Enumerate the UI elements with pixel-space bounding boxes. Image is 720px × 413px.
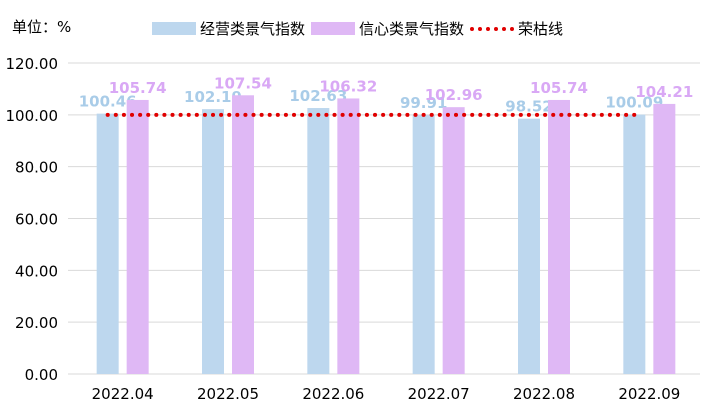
- legend-item-business: 经营类景气指数: [152, 18, 305, 39]
- data-label-confidence: 106.32: [319, 77, 377, 95]
- bar-confidence: [653, 103, 676, 374]
- data-label-confidence: 105.74: [530, 79, 588, 97]
- data-label-business: 98.52: [505, 98, 552, 116]
- legend-label-threshold: 荣枯线: [518, 20, 564, 38]
- data-label-confidence: 105.74: [109, 79, 167, 97]
- data-label-business: 102.63: [289, 87, 347, 105]
- bar-confidence: [126, 99, 149, 375]
- legend-swatch-threshold: [470, 22, 515, 35]
- y-tick-label: 120.00: [6, 55, 59, 73]
- bar-business: [202, 109, 224, 374]
- bar-confidence: [337, 98, 360, 374]
- data-label-business: 99.91: [400, 94, 447, 112]
- y-tick-label: 100.00: [6, 107, 59, 125]
- x-tick-label: 2022.07: [408, 385, 470, 403]
- legend-item-confidence: 信心类景气指数: [311, 18, 464, 39]
- bar-business: [307, 108, 330, 375]
- bar-business: [518, 118, 540, 374]
- x-tick-label: 2022.09: [618, 385, 680, 403]
- y-tick-label: 60.00: [15, 211, 58, 229]
- legend: 经营类景气指数 信心类景气指数 荣枯线: [152, 18, 569, 39]
- y-tick-label: 0.00: [25, 366, 58, 384]
- data-label-confidence: 104.21: [635, 83, 693, 101]
- data-label-confidence: 102.96: [425, 86, 483, 104]
- bar-business: [623, 114, 646, 374]
- x-tick-label: 2022.06: [302, 385, 364, 403]
- legend-swatch-business: [152, 22, 196, 35]
- data-label-business: 100.09: [605, 94, 663, 112]
- x-tick-label: 2022.05: [197, 385, 259, 403]
- unit-label: 单位：%: [12, 18, 72, 36]
- y-tick-label: 20.00: [15, 314, 58, 332]
- bar-confidence: [442, 107, 465, 375]
- legend-label-confidence: 信心类景气指数: [359, 20, 465, 38]
- data-label-confidence: 107.54: [214, 74, 272, 92]
- data-label-business: 102.19: [184, 88, 242, 106]
- y-tick-label: 80.00: [15, 159, 58, 177]
- bar-business: [96, 113, 119, 374]
- bar-confidence: [548, 99, 570, 375]
- data-label-business: 100.46: [79, 93, 137, 111]
- x-tick-label: 2022.04: [92, 385, 154, 403]
- legend-swatch-confidence: [311, 22, 356, 35]
- bar-business: [412, 115, 435, 374]
- y-tick-label: 40.00: [15, 262, 58, 280]
- bar-confidence: [232, 95, 254, 374]
- legend-label-business: 经营类景气指数: [200, 20, 306, 38]
- legend-item-threshold: 荣枯线: [470, 18, 563, 39]
- x-tick-label: 2022.08: [513, 385, 575, 403]
